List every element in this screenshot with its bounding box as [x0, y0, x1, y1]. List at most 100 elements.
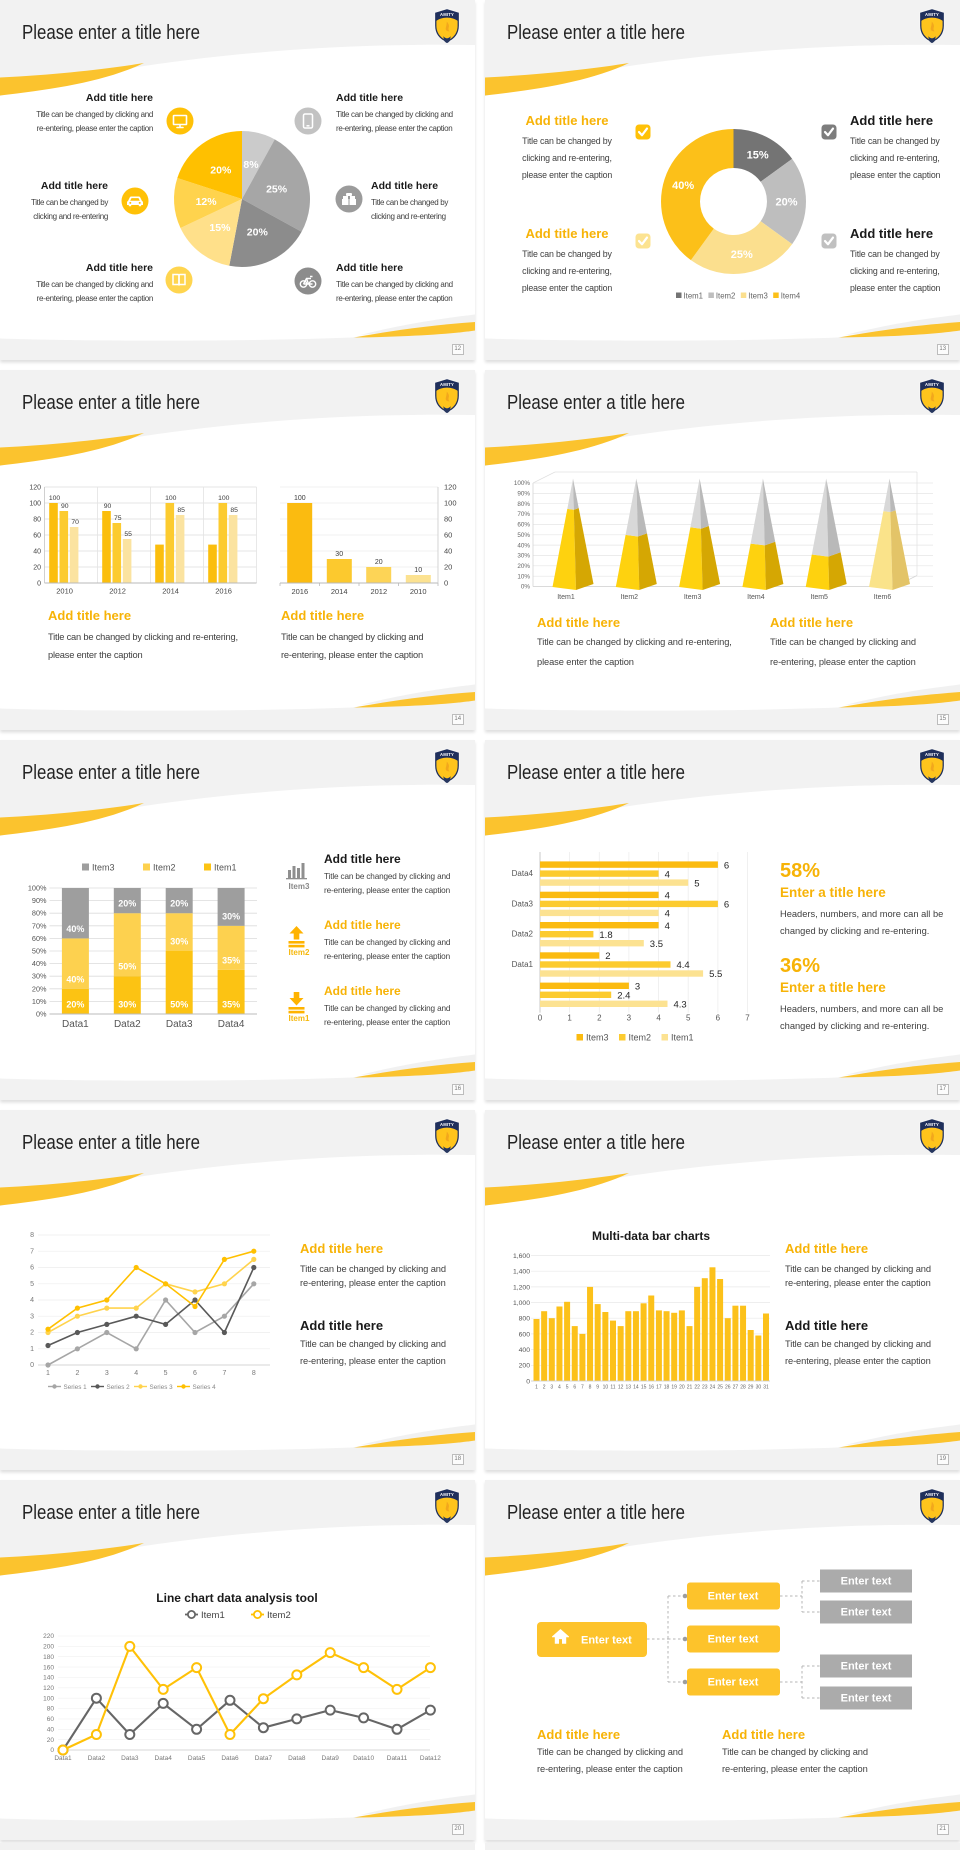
svg-text:Series 3: Series 3 — [150, 1384, 174, 1391]
svg-text:140: 140 — [43, 1675, 54, 1682]
svg-text:18: 18 — [664, 1385, 670, 1391]
svg-text:90%: 90% — [32, 896, 47, 905]
svg-text:0: 0 — [30, 1362, 34, 1369]
svg-text:0%: 0% — [36, 1010, 47, 1019]
svg-text:AMITY: AMITY — [925, 752, 939, 757]
svg-text:0: 0 — [444, 579, 448, 588]
svg-text:100: 100 — [218, 495, 230, 502]
svg-text:Series 2: Series 2 — [107, 1384, 131, 1391]
svg-text:60: 60 — [33, 533, 41, 540]
svg-text:Item1: Item1 — [201, 1610, 225, 1621]
svg-text:21: 21 — [687, 1385, 693, 1391]
svg-text:Data1: Data1 — [512, 960, 534, 969]
svg-text:Data5: Data5 — [188, 1755, 206, 1762]
svg-text:200: 200 — [519, 1363, 531, 1370]
svg-text:60: 60 — [444, 531, 452, 540]
svg-text:Enter text: Enter text — [581, 1635, 632, 1647]
svg-text:220: 220 — [43, 1633, 54, 1640]
svg-text:2016: 2016 — [215, 587, 232, 596]
svg-text:100: 100 — [294, 495, 306, 502]
svg-text:1: 1 — [30, 1346, 34, 1353]
svg-text:6: 6 — [30, 1265, 34, 1272]
svg-text:Data12: Data12 — [420, 1755, 441, 1762]
svg-text:2: 2 — [597, 1014, 602, 1023]
svg-text:3: 3 — [627, 1014, 632, 1023]
svg-text:26: 26 — [725, 1385, 731, 1391]
svg-text:23: 23 — [702, 1385, 708, 1391]
svg-text:40: 40 — [33, 549, 41, 556]
svg-text:800: 800 — [519, 1316, 531, 1323]
svg-text:4: 4 — [558, 1385, 561, 1391]
svg-text:Item2: Item2 — [621, 594, 639, 601]
svg-text:Data2: Data2 — [512, 930, 534, 939]
svg-text:19: 19 — [671, 1385, 677, 1391]
svg-text:20%: 20% — [247, 226, 269, 238]
svg-text:Series 1: Series 1 — [64, 1384, 88, 1391]
svg-text:1,600: 1,600 — [513, 1253, 530, 1260]
svg-text:90: 90 — [61, 503, 69, 510]
svg-text:4: 4 — [656, 1014, 661, 1023]
svg-text:Item3: Item3 — [586, 1033, 609, 1043]
svg-text:Item6: Item6 — [874, 594, 892, 601]
svg-text:30%: 30% — [170, 937, 188, 947]
svg-text:400: 400 — [519, 1347, 531, 1354]
svg-text:1: 1 — [535, 1385, 538, 1391]
svg-text:Data2: Data2 — [114, 1019, 141, 1030]
svg-text:25%: 25% — [731, 249, 753, 261]
svg-text:90%: 90% — [517, 491, 530, 498]
svg-text:1: 1 — [567, 1014, 572, 1023]
svg-text:7: 7 — [581, 1385, 584, 1391]
svg-text:8: 8 — [30, 1232, 34, 1239]
svg-text:2010: 2010 — [56, 587, 73, 596]
svg-text:30: 30 — [756, 1385, 762, 1391]
svg-text:2: 2 — [605, 951, 610, 962]
svg-text:1.8: 1.8 — [599, 930, 612, 941]
svg-text:AMITY: AMITY — [440, 752, 454, 757]
svg-text:25%: 25% — [266, 184, 288, 196]
svg-text:2: 2 — [543, 1385, 546, 1391]
svg-text:30%: 30% — [222, 911, 240, 921]
svg-text:80%: 80% — [32, 909, 47, 918]
svg-text:6: 6 — [193, 1370, 197, 1377]
svg-text:AMITY: AMITY — [440, 12, 454, 17]
svg-text:70: 70 — [71, 519, 79, 526]
svg-text:80%: 80% — [517, 501, 530, 508]
svg-text:2: 2 — [75, 1370, 79, 1377]
svg-text:Data3: Data3 — [166, 1019, 193, 1030]
svg-text:Series 4: Series 4 — [193, 1384, 217, 1391]
svg-text:2012: 2012 — [370, 587, 387, 596]
svg-text:20: 20 — [375, 559, 383, 566]
svg-text:15%: 15% — [747, 149, 769, 161]
svg-text:Data1: Data1 — [54, 1755, 72, 1762]
svg-text:7: 7 — [30, 1248, 34, 1255]
svg-text:80: 80 — [444, 515, 452, 524]
svg-text:0%: 0% — [521, 584, 531, 591]
svg-text:6: 6 — [716, 1014, 721, 1023]
svg-text:75: 75 — [114, 515, 122, 522]
svg-text:AMITY: AMITY — [440, 1492, 454, 1497]
svg-text:Data9: Data9 — [322, 1755, 340, 1762]
svg-text:Data4: Data4 — [155, 1755, 173, 1762]
svg-text:0: 0 — [50, 1747, 54, 1754]
svg-text:Enter text: Enter text — [841, 1693, 892, 1705]
svg-text:8%: 8% — [243, 159, 259, 171]
svg-text:100%: 100% — [514, 480, 531, 487]
svg-text:100: 100 — [29, 501, 41, 508]
svg-text:20%: 20% — [775, 197, 797, 209]
svg-text:100: 100 — [43, 1695, 54, 1702]
svg-text:Data3: Data3 — [121, 1755, 139, 1762]
svg-text:2012: 2012 — [109, 587, 126, 596]
svg-text:1: 1 — [46, 1370, 50, 1377]
svg-text:120: 120 — [29, 485, 41, 492]
svg-text:3: 3 — [550, 1385, 553, 1391]
svg-text:85: 85 — [230, 507, 238, 514]
svg-text:20%: 20% — [118, 899, 136, 909]
svg-text:AMITY: AMITY — [440, 1122, 454, 1127]
svg-text:Data1: Data1 — [62, 1019, 89, 1030]
svg-text:80: 80 — [33, 517, 41, 524]
svg-text:30%: 30% — [118, 1000, 136, 1010]
svg-text:Data7: Data7 — [255, 1755, 273, 1762]
svg-text:20%: 20% — [66, 1000, 84, 1010]
svg-text:2014: 2014 — [331, 587, 348, 596]
svg-text:AMITY: AMITY — [440, 382, 454, 387]
